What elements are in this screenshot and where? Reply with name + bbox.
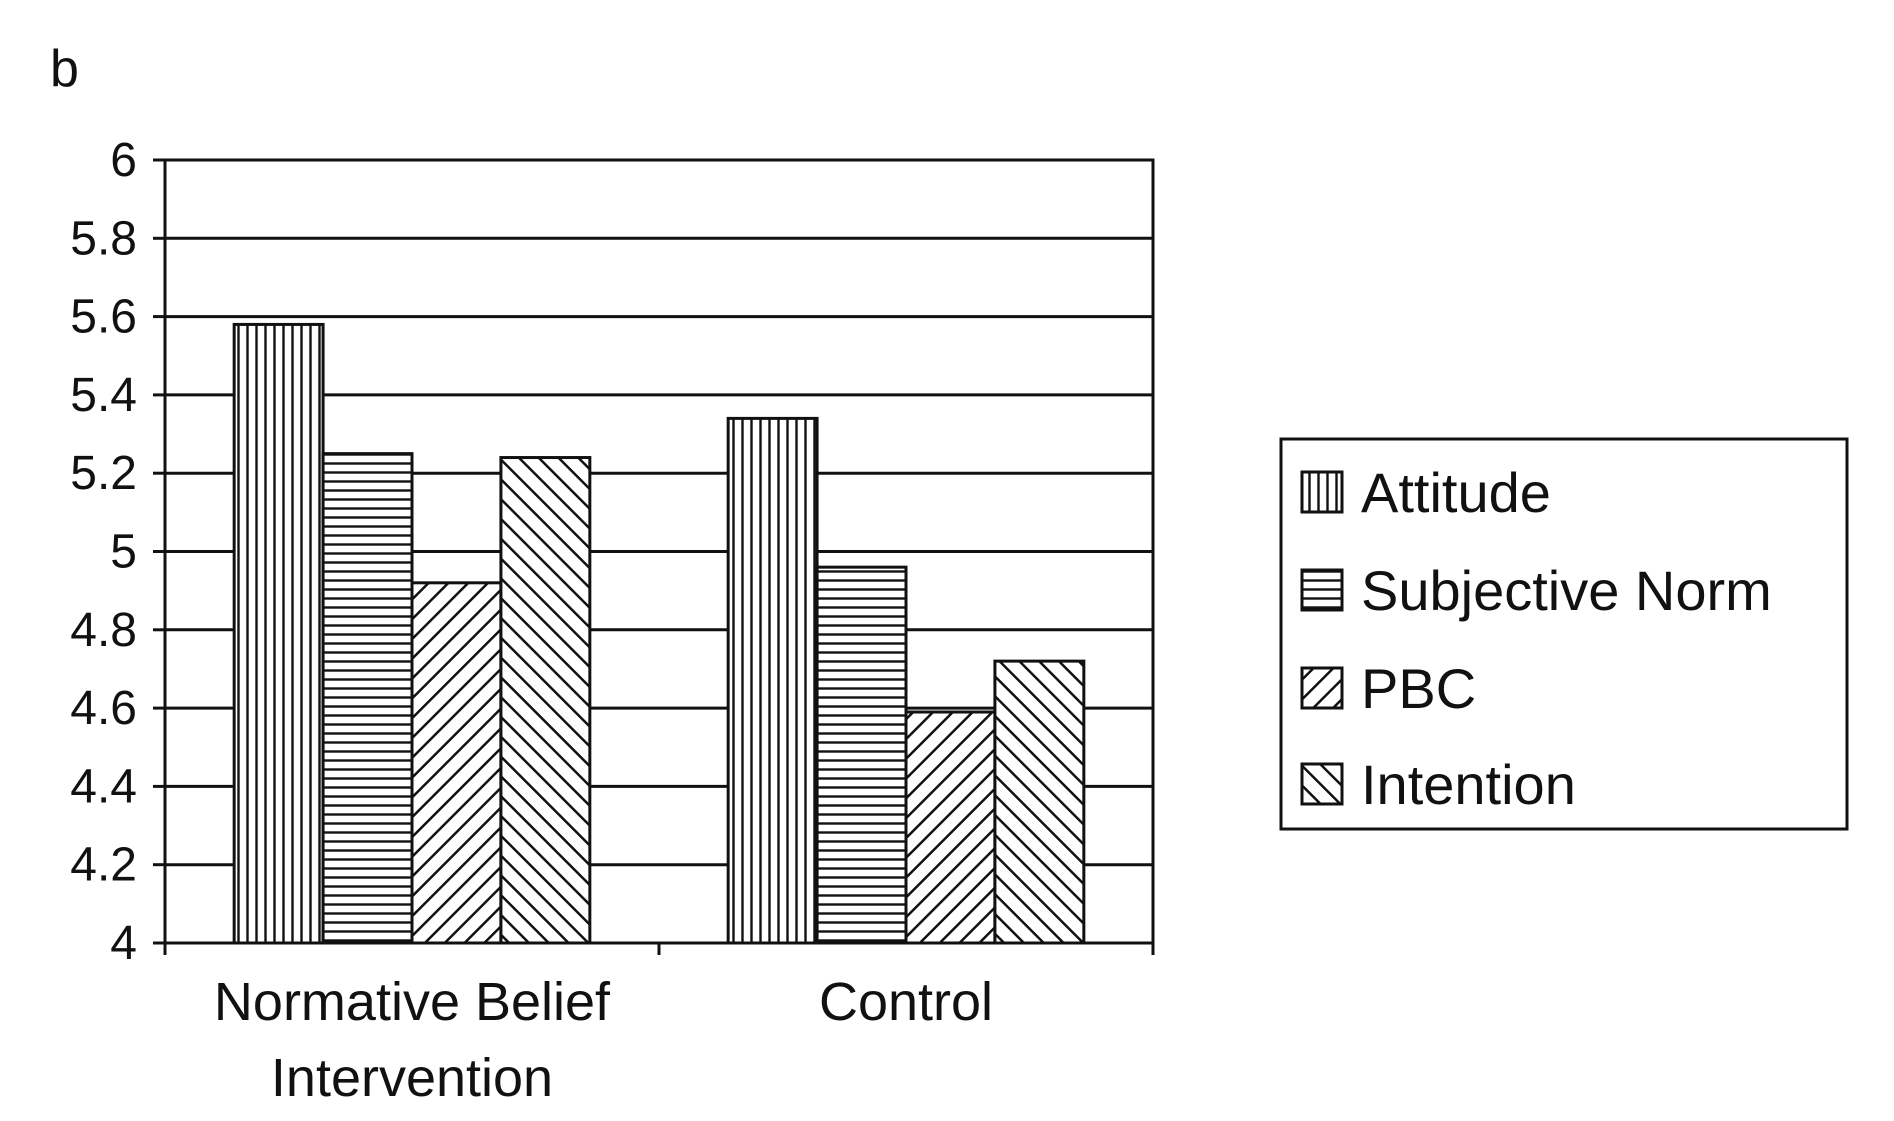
y-tick-label: 5.4	[70, 369, 137, 422]
legend-swatch	[1300, 470, 1344, 514]
x-category-label: Normative Belief	[214, 972, 611, 1032]
bars	[232, 322, 1086, 945]
legend-label: Intention	[1361, 753, 1576, 816]
y-tick-label: 4.2	[70, 839, 137, 892]
y-tick-label: 4.6	[70, 682, 137, 735]
bar-subjective-norm	[321, 452, 414, 945]
bar-attitude	[726, 416, 819, 945]
bar-pbc	[410, 581, 503, 945]
bar-pbc	[904, 710, 997, 945]
legend-swatch	[1300, 666, 1344, 710]
legend-label: PBC	[1361, 657, 1476, 720]
y-tick-label: 5	[110, 526, 137, 579]
bar-subjective-norm	[815, 565, 908, 945]
y-tick-label: 5.8	[70, 212, 137, 265]
legend-box	[1279, 437, 1849, 831]
legend-label: Subjective Norm	[1361, 559, 1772, 622]
x-axis-category-labels: Normative Belief Intervention Control	[214, 972, 993, 1108]
x-category-label: Control	[819, 972, 993, 1032]
panel-label: b	[50, 40, 79, 98]
y-tick-label: 5.6	[70, 291, 137, 344]
legend-swatch	[1300, 568, 1344, 612]
legend-label: Attitude	[1361, 461, 1551, 524]
y-axis-tick-labels: 4 4.2 4.4 4.6 4.8 5 5.2 5.4 5.6 5.8 6	[70, 134, 137, 970]
bar-intention	[993, 659, 1086, 945]
legend: Attitude Subjective Norm PBC Intention	[1279, 437, 1849, 831]
y-tick-label: 4	[110, 917, 137, 970]
bar-attitude	[232, 322, 325, 945]
y-tick-label: 4.4	[70, 760, 137, 813]
y-tick-label: 5.2	[70, 447, 137, 500]
legend-swatch	[1300, 762, 1344, 806]
y-tick-label: 6	[110, 134, 137, 187]
x-category-label: Intervention	[271, 1048, 553, 1108]
bar-intention	[499, 456, 592, 945]
y-tick-label: 4.8	[70, 604, 137, 657]
axes	[153, 158, 1155, 955]
